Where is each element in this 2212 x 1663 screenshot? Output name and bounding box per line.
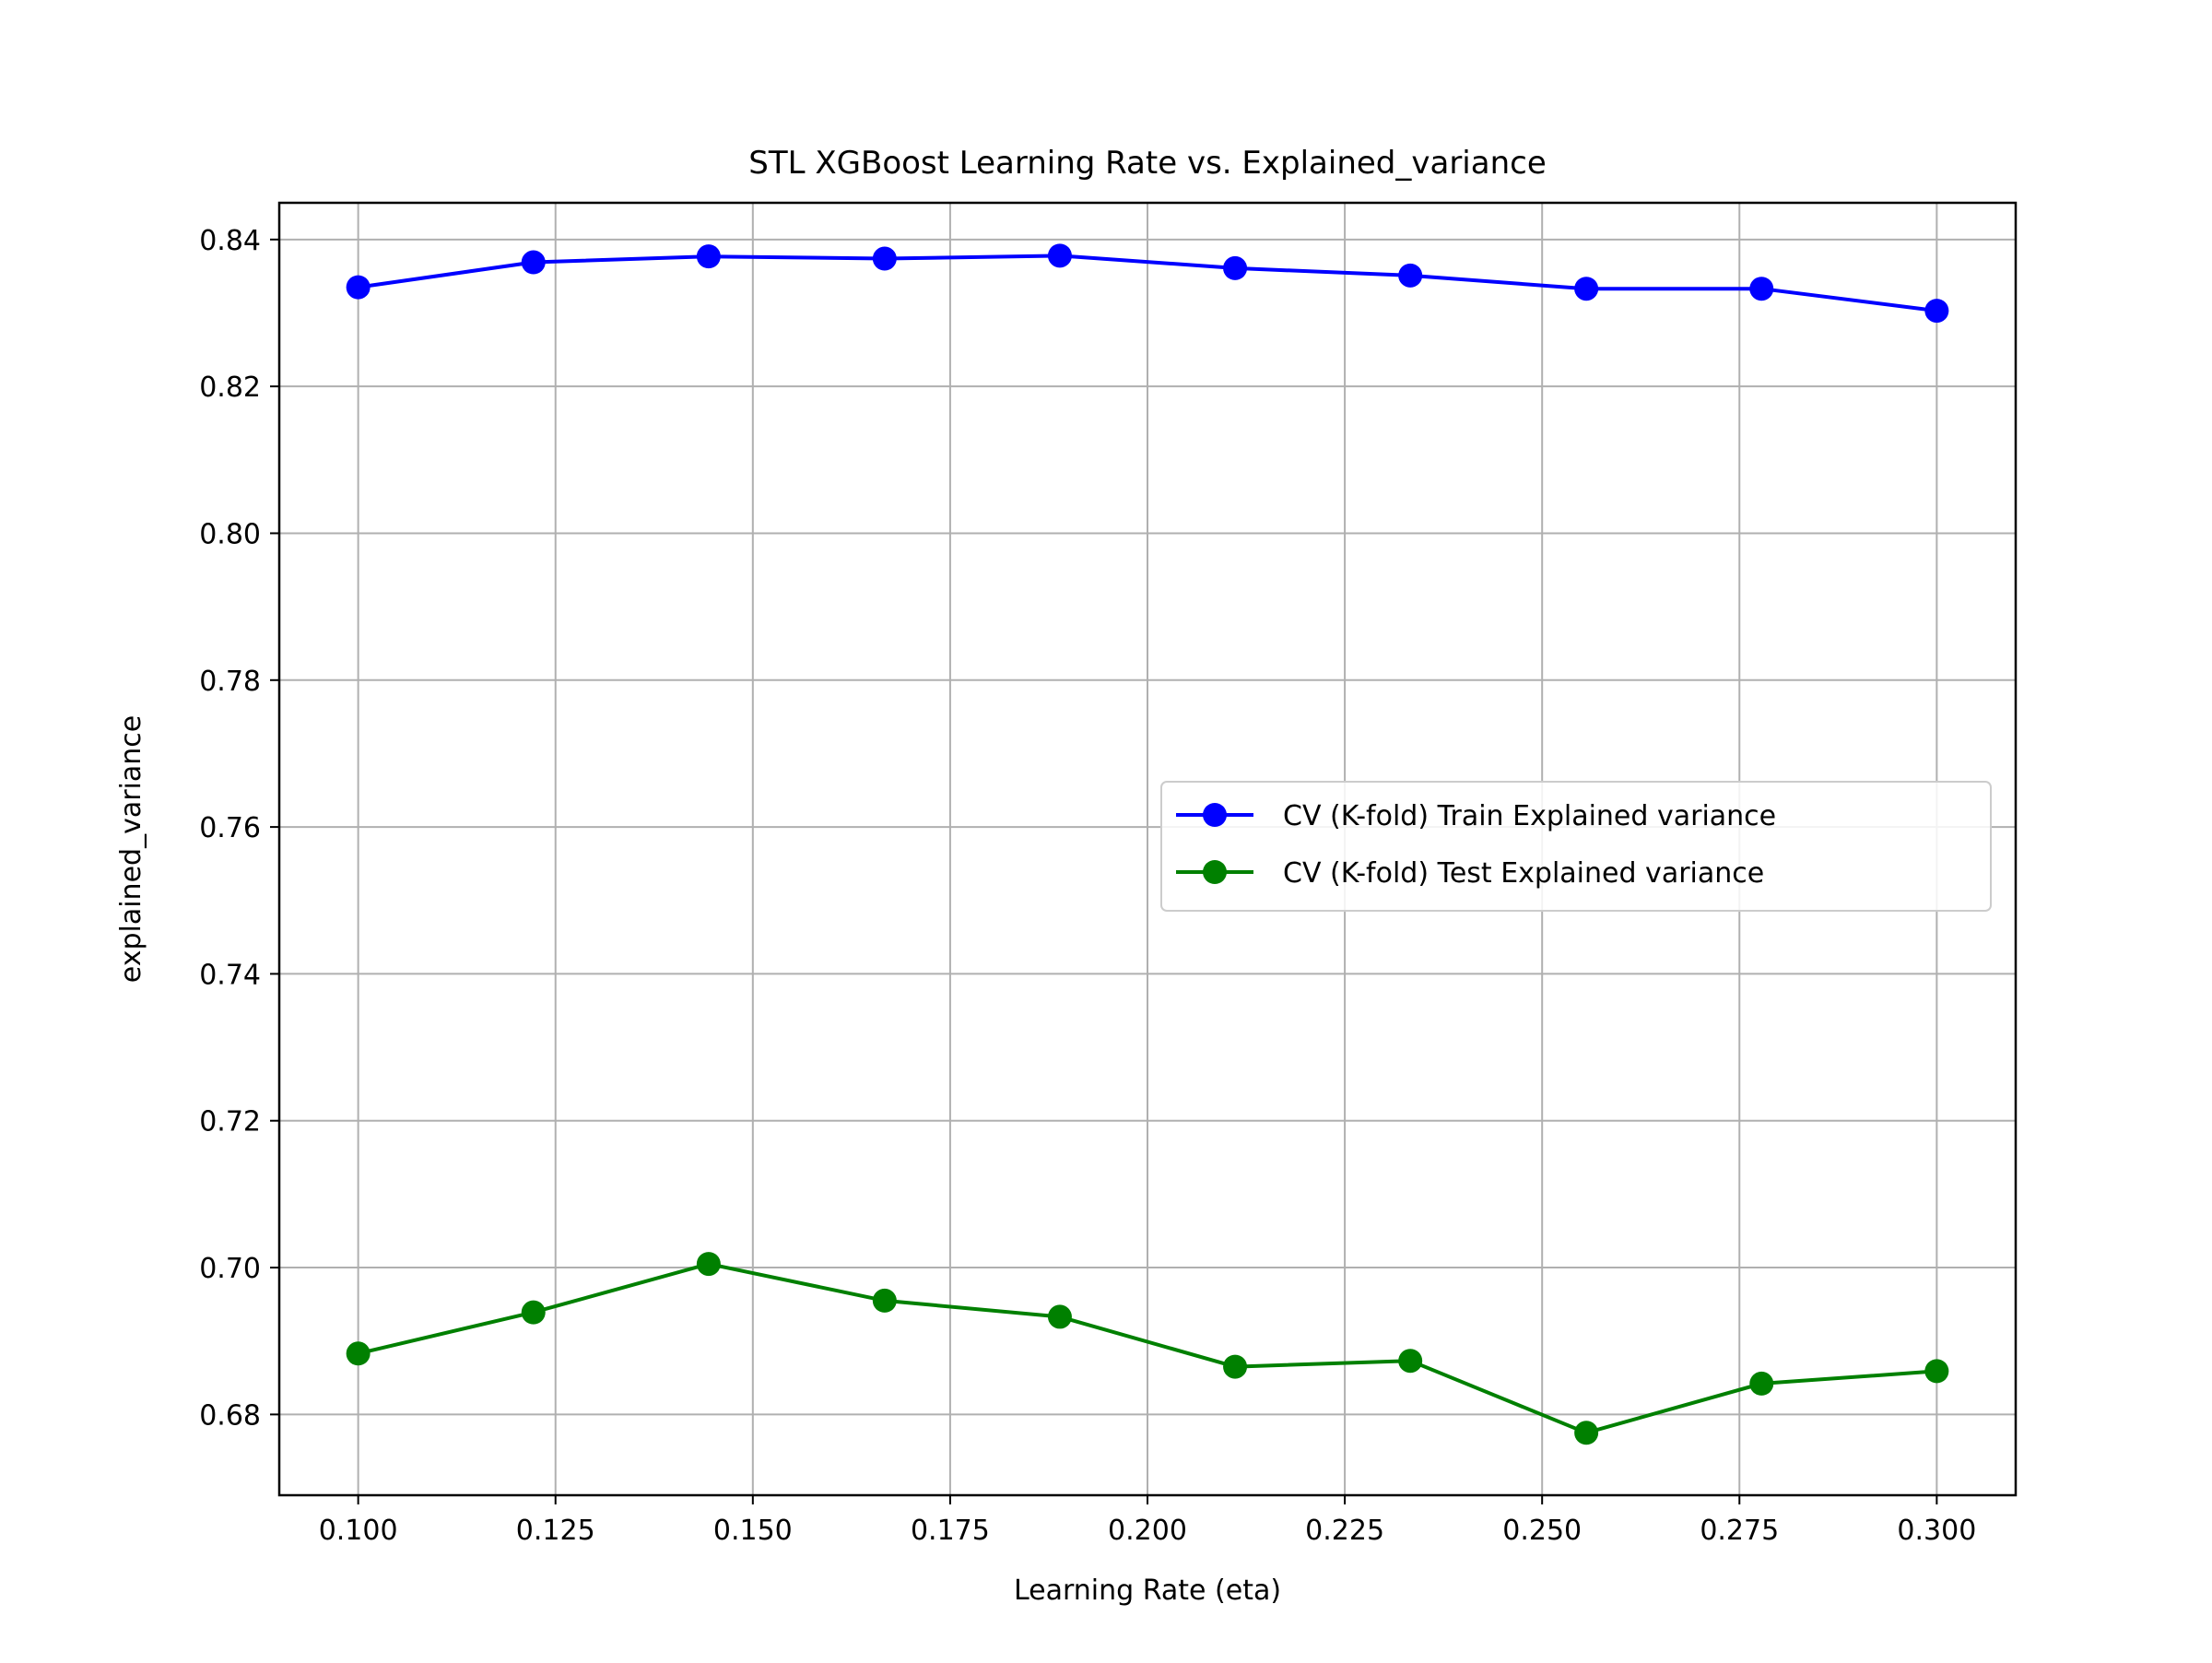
tick-layer: 0.100 0.125 0.150 0.175 0.200 0.225 0.250 0.275…: [199, 225, 1976, 1547]
data-point: [1574, 1421, 1599, 1445]
x-tick-label: 0.300: [1897, 1515, 1976, 1547]
series-layer: [346, 243, 1949, 1445]
y-tick-label: 0.82: [199, 372, 261, 404]
series-line: [358, 1262, 1937, 1435]
data-point: [521, 1300, 546, 1325]
data-point: [1749, 277, 1774, 301]
series-1: [346, 1252, 1949, 1445]
x-tick-label: 0.250: [1502, 1515, 1582, 1547]
y-tick-label: 0.74: [199, 959, 261, 991]
legend-item: CV (K-fold) Train Explained variance: [1176, 800, 1776, 832]
x-tick-label: 0.125: [516, 1515, 595, 1547]
legend-marker: [1203, 803, 1227, 827]
legend-marker: [1203, 860, 1227, 884]
data-point: [696, 1252, 721, 1277]
legend-box: [1160, 781, 1992, 912]
data-point: [1047, 243, 1072, 268]
data-point: [346, 1341, 371, 1366]
series-0: [346, 243, 1949, 324]
data-point: [872, 1288, 897, 1313]
x-tick-label: 0.175: [911, 1515, 990, 1547]
data-point: [1924, 1359, 1949, 1384]
x-tick-label: 0.150: [713, 1515, 793, 1547]
y-tick-label: 0.68: [199, 1399, 261, 1432]
series-line: [358, 254, 1937, 313]
x-tick-label: 0.200: [1108, 1515, 1187, 1547]
y-tick-label: 0.72: [199, 1106, 261, 1138]
y-tick-label: 0.78: [199, 666, 261, 698]
data-point: [1574, 277, 1599, 301]
y-tick-label: 0.84: [199, 225, 261, 257]
legend-label: CV (K-fold) Train Explained variance: [1283, 800, 1776, 832]
data-point: [521, 250, 546, 275]
data-point: [1223, 1354, 1248, 1379]
data-point: [1047, 1304, 1072, 1329]
data-point: [1924, 299, 1949, 324]
y-tick-label: 0.76: [199, 812, 261, 844]
data-point: [696, 244, 721, 269]
data-point: [1398, 1349, 1423, 1374]
grid-layer: [279, 203, 2016, 1495]
y-axis-label: explained_variance: [115, 715, 147, 983]
data-point: [346, 275, 371, 300]
data-point: [1398, 263, 1423, 288]
chart-title: STL XGBoost Learning Rate vs. Explained_…: [748, 145, 1547, 182]
x-tick-label: 0.275: [1700, 1515, 1779, 1547]
x-axis-label: Learning Rate (eta): [1014, 1575, 1281, 1607]
legend: CV (K-fold) Train Explained variance CV (…: [1160, 781, 1992, 912]
data-point: [1223, 255, 1248, 280]
legend-item: CV (K-fold) Test Explained variance: [1176, 857, 1764, 890]
legend-label: CV (K-fold) Test Explained variance: [1283, 857, 1764, 890]
x-tick-label: 0.225: [1305, 1515, 1384, 1547]
data-point: [872, 246, 897, 271]
data-point: [1749, 1371, 1774, 1396]
y-tick-label: 0.80: [199, 518, 261, 550]
y-tick-label: 0.70: [199, 1253, 261, 1285]
x-tick-label: 0.100: [319, 1515, 398, 1547]
